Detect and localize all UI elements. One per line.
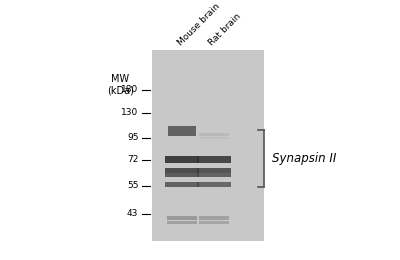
FancyBboxPatch shape — [167, 216, 197, 220]
Text: 180: 180 — [121, 86, 138, 94]
Text: Rat brain: Rat brain — [208, 12, 243, 48]
Text: MW
(kDa): MW (kDa) — [107, 74, 134, 95]
Text: 55: 55 — [127, 181, 138, 190]
FancyBboxPatch shape — [197, 182, 231, 187]
FancyBboxPatch shape — [199, 221, 229, 224]
FancyBboxPatch shape — [167, 221, 197, 224]
Text: 72: 72 — [127, 155, 138, 164]
FancyBboxPatch shape — [168, 132, 196, 136]
FancyBboxPatch shape — [199, 133, 229, 136]
FancyBboxPatch shape — [199, 216, 229, 220]
FancyBboxPatch shape — [197, 168, 231, 173]
FancyBboxPatch shape — [168, 126, 196, 132]
Text: 95: 95 — [127, 133, 138, 142]
Text: 130: 130 — [121, 108, 138, 117]
FancyBboxPatch shape — [165, 182, 199, 187]
Text: Synapsin II: Synapsin II — [272, 152, 336, 165]
FancyBboxPatch shape — [165, 156, 199, 163]
Text: Mouse brain: Mouse brain — [176, 2, 221, 48]
FancyBboxPatch shape — [199, 136, 229, 139]
FancyBboxPatch shape — [165, 168, 199, 173]
FancyBboxPatch shape — [165, 173, 199, 177]
Text: 43: 43 — [127, 210, 138, 218]
FancyBboxPatch shape — [152, 50, 264, 241]
FancyBboxPatch shape — [197, 173, 231, 177]
FancyBboxPatch shape — [197, 156, 231, 163]
